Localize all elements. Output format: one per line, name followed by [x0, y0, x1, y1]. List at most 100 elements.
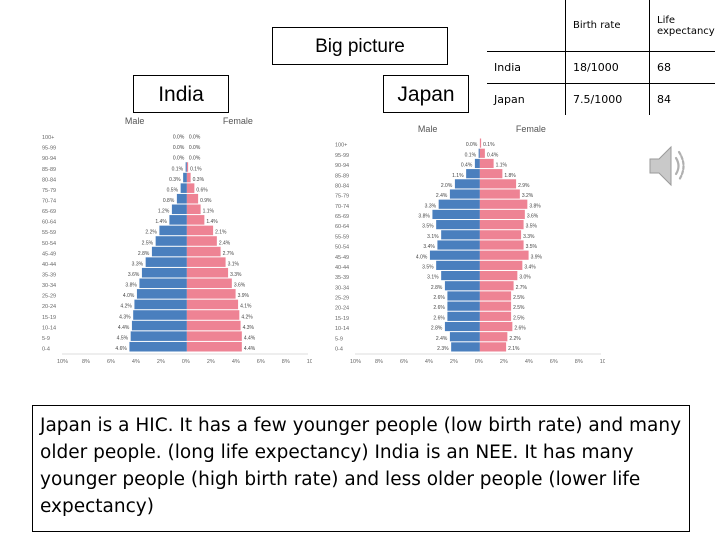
x-tick-label: 4%: [132, 359, 140, 365]
female-value-label: 3.1%: [228, 261, 240, 267]
x-tick-label: 4%: [525, 359, 533, 365]
female-bar: [479, 321, 513, 332]
india-label: India: [158, 83, 204, 106]
x-tick-label: 2%: [207, 359, 215, 365]
male-value-label: 2.8%: [431, 285, 443, 291]
female-bar: [479, 291, 512, 301]
male-value-label: 3.3%: [132, 261, 144, 267]
male-bar: [444, 281, 480, 291]
japan-population-pyramid: Male Female 100+ 0.0% 0.1% 95-99 0.1% 0.4% 90-94…: [335, 124, 605, 365]
x-tick-label: 2%: [157, 359, 165, 365]
male-bar: [169, 215, 187, 225]
age-group-label: 20-24: [42, 304, 56, 310]
male-value-label: 3.3%: [425, 203, 437, 209]
big-picture-label: Big picture: [315, 36, 405, 57]
female-value-label: 4.4%: [244, 335, 256, 341]
female-value-label: 3.6%: [234, 283, 246, 289]
female-value-label: 1.1%: [203, 209, 215, 215]
female-value-label: 2.7%: [516, 285, 528, 291]
female-bar: [186, 320, 241, 331]
male-bar: [454, 179, 480, 189]
female-bar: [479, 332, 508, 342]
female-bar: [479, 158, 494, 169]
male-bar: [139, 278, 187, 289]
female-bar: [479, 189, 520, 199]
age-group-label: 45-49: [335, 255, 349, 261]
female-value-label: 2.2%: [509, 336, 521, 342]
male-bar: [474, 158, 480, 169]
female-bar: [186, 299, 239, 310]
female-value-label: 1.8%: [504, 173, 516, 179]
table-header-cell: Birth rate: [565, 0, 650, 53]
age-group-label: 20-24: [335, 306, 349, 312]
female-bar: [186, 267, 229, 278]
male-value-label: 4.0%: [123, 293, 135, 299]
male-value-label: 2.3%: [437, 346, 449, 352]
male-bar: [466, 169, 480, 179]
male-value-label: 0.8%: [163, 198, 175, 204]
age-group-label: 60-64: [335, 224, 349, 230]
speaker-icon[interactable]: [648, 142, 692, 190]
age-group-label: 0-4: [335, 347, 343, 353]
male-value-label: 3.5%: [422, 264, 434, 270]
female-value-label: 3.8%: [529, 203, 541, 209]
table-cell-birth-rate: 7.5/1000: [565, 83, 650, 115]
male-value-label: 3.8%: [125, 283, 137, 289]
male-value-label: 4.6%: [115, 346, 127, 352]
age-group-label: 15-19: [42, 315, 56, 321]
x-tick-label: 0%: [475, 359, 483, 365]
female-bar: [479, 138, 482, 148]
female-value-label: 2.5%: [513, 295, 525, 301]
female-bar: [186, 289, 236, 299]
male-value-label: 1.2%: [158, 209, 170, 215]
female-bar: [479, 250, 529, 260]
male-bar: [134, 299, 187, 310]
age-group-label: 65-69: [42, 209, 56, 215]
female-value-label: 2.7%: [223, 251, 235, 257]
age-group-label: 70-74: [42, 199, 56, 205]
age-group-label: 50-54: [335, 245, 349, 251]
male-bar: [159, 225, 187, 236]
age-group-label: 80-84: [335, 183, 349, 189]
male-value-label: 4.5%: [117, 335, 129, 341]
female-value-label: 0.1%: [190, 166, 202, 172]
age-group-label: 100+: [335, 143, 347, 149]
male-value-label: 0.0%: [466, 142, 478, 148]
male-bar: [451, 342, 480, 352]
male-value-label: 0.1%: [172, 166, 184, 172]
x-tick-label: 6%: [107, 359, 115, 365]
female-bar: [186, 236, 217, 246]
male-value-label: 2.6%: [433, 305, 445, 311]
male-bar: [171, 204, 187, 215]
male-bar: [437, 240, 480, 250]
table-row: India 18/1000 68: [487, 51, 715, 85]
female-bar: [479, 270, 518, 281]
age-group-label: 45-49: [42, 251, 56, 257]
age-group-label: 35-39: [42, 273, 56, 279]
age-group-label: 55-59: [42, 230, 56, 236]
male-value-label: 0.0%: [173, 156, 185, 162]
male-value-label: 0.5%: [167, 187, 179, 193]
female-value-label: 2.1%: [215, 230, 227, 236]
male-bar: [133, 310, 187, 320]
male-bar: [478, 148, 480, 158]
male-bar: [429, 250, 480, 260]
female-bar: [186, 225, 214, 236]
age-group-label: 25-29: [42, 294, 56, 300]
male-bar: [180, 183, 187, 193]
male-bar: [131, 320, 187, 331]
x-tick-label: 6%: [257, 359, 265, 365]
age-group-label: 40-44: [335, 265, 349, 271]
female-value-label: 3.4%: [524, 264, 536, 270]
male-bar: [183, 172, 187, 183]
female-bar: [186, 331, 242, 341]
x-tick-label: 2%: [500, 359, 508, 365]
age-group-label: 65-69: [335, 214, 349, 220]
female-value-label: 0.1%: [483, 142, 495, 148]
male-bar: [449, 332, 480, 342]
female-bar: [479, 342, 507, 352]
female-value-label: 3.3%: [523, 234, 535, 240]
table-cell-life-expectancy: 68: [649, 51, 715, 85]
female-bar: [186, 341, 242, 352]
table-header-cell: Life expectancy: [649, 0, 715, 53]
